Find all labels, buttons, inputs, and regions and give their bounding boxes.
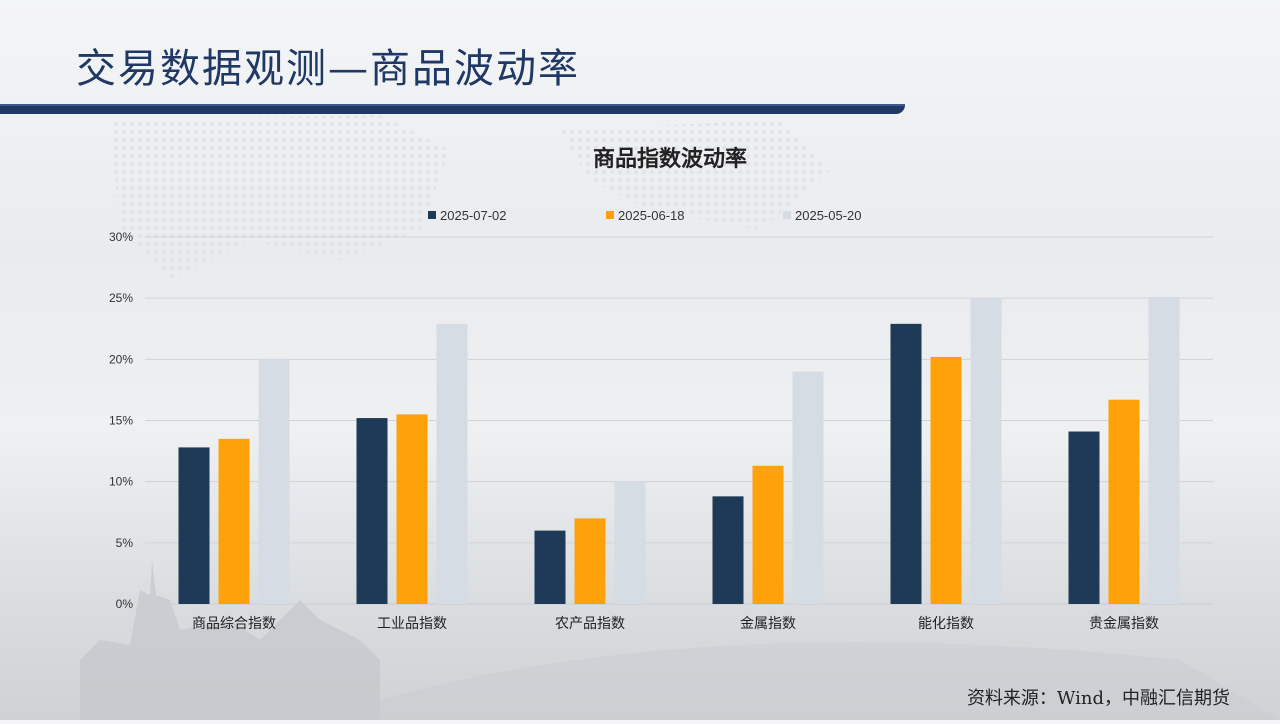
y-tick-label: 15% <box>109 414 133 428</box>
legend-label: 2025-06-18 <box>618 208 685 223</box>
y-tick-label: 30% <box>109 230 133 244</box>
legend-item: 2025-06-18 <box>606 208 685 223</box>
title-underline-band <box>0 104 905 114</box>
legend-label: 2025-05-20 <box>795 208 862 223</box>
y-tick-label: 25% <box>109 291 133 305</box>
legend-item: 2025-05-20 <box>783 208 862 223</box>
x-category-label: 金属指数 <box>740 616 796 632</box>
bar-2025-05-20-贵金属指数 <box>1148 296 1180 604</box>
bar-2025-07-02-金属指数 <box>712 496 744 604</box>
legend-label: 2025-07-02 <box>440 208 507 223</box>
x-category-label: 商品综合指数 <box>192 616 276 632</box>
x-category-label: 农产品指数 <box>555 616 625 632</box>
bars <box>178 296 1180 604</box>
y-tick-label: 20% <box>109 352 133 366</box>
x-category-label: 贵金属指数 <box>1089 616 1159 632</box>
x-axis-category-labels: 商品综合指数 工业品指数 农产品指数 金属指数 能化指数 贵金属指数 <box>192 616 1159 632</box>
bar-2025-07-02-能化指数 <box>890 323 922 604</box>
bar-2025-06-18-能化指数 <box>930 356 962 604</box>
legend: 2025-07-02 2025-06-18 2025-05-20 <box>428 208 862 223</box>
bar-2025-06-18-贵金属指数 <box>1108 399 1140 604</box>
bar-2025-06-18-工业品指数 <box>396 414 428 604</box>
y-axis-tick-labels: 0% 5% 10% 15% 20% 25% 30% <box>109 230 133 611</box>
x-category-label: 能化指数 <box>918 616 974 632</box>
bar-2025-05-20-工业品指数 <box>436 323 468 604</box>
bar-2025-05-20-农产品指数 <box>614 481 646 604</box>
bar-2025-07-02-贵金属指数 <box>1068 431 1100 604</box>
bar-2025-06-18-农产品指数 <box>574 518 606 604</box>
title-underline-highlight <box>0 104 905 106</box>
x-category-label: 工业品指数 <box>377 616 447 632</box>
legend-item: 2025-07-02 <box>428 208 507 223</box>
legend-swatch <box>428 211 436 219</box>
bar-2025-05-20-能化指数 <box>970 298 1002 604</box>
y-tick-label: 5% <box>116 536 134 550</box>
bar-2025-05-20-商品综合指数 <box>258 359 290 604</box>
bar-2025-07-02-农产品指数 <box>534 530 566 604</box>
y-tick-label: 10% <box>109 475 133 489</box>
legend-swatch <box>606 211 614 219</box>
city-skyline-decoration <box>80 560 380 720</box>
chart-title: 商品指数波动率 <box>593 146 747 172</box>
gridlines <box>145 236 1213 605</box>
source-note: 资料来源：Wind，中融汇信期货 <box>966 688 1230 709</box>
bar-2025-05-20-金属指数 <box>792 371 824 604</box>
bar-2025-07-02-商品综合指数 <box>178 447 210 604</box>
bar-2025-07-02-工业品指数 <box>356 418 388 604</box>
world-map-decoration <box>110 115 830 280</box>
slide-title: 交易数据观测—商品波动率 <box>76 46 580 92</box>
bar-2025-06-18-金属指数 <box>752 465 784 604</box>
floor-glow-decoration <box>380 642 1280 720</box>
bar-2025-06-18-商品综合指数 <box>218 438 250 604</box>
y-tick-label: 0% <box>116 597 134 611</box>
legend-swatch <box>783 211 791 219</box>
